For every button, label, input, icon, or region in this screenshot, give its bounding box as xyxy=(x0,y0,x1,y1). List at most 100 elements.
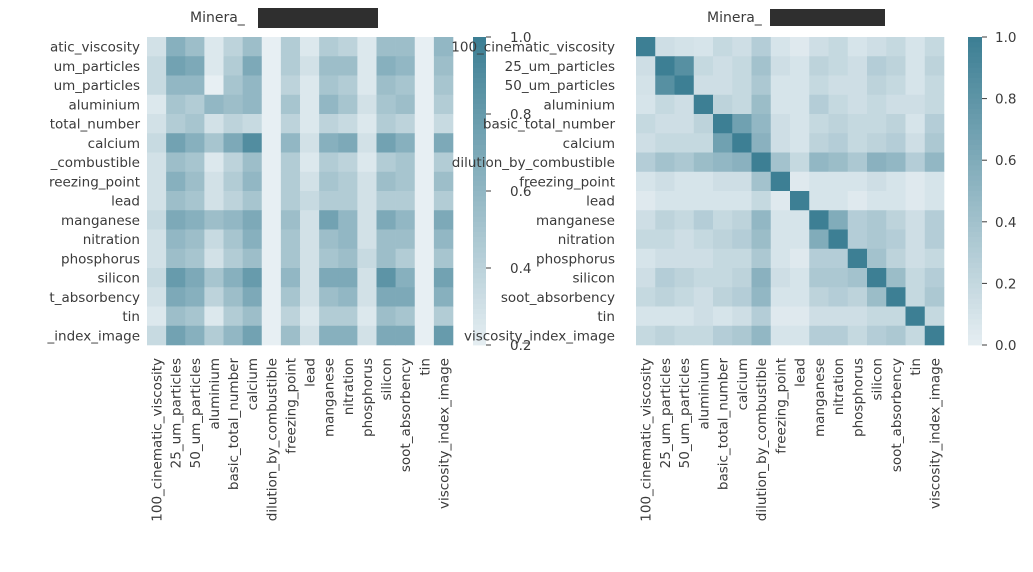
col-tick-label: tin xyxy=(908,358,924,376)
col-tick-label: basic_total_number xyxy=(226,358,242,491)
heatmap-cell xyxy=(166,210,186,230)
heatmap-cell xyxy=(147,325,167,346)
colorbar-segment xyxy=(968,278,982,284)
heatmap-cell xyxy=(300,56,320,76)
heatmap-cell xyxy=(147,306,167,327)
heatmap-cell xyxy=(713,94,733,115)
heatmap-cell xyxy=(147,229,167,250)
heatmap-cell xyxy=(357,325,377,346)
heatmap-cell xyxy=(693,191,714,211)
heatmap-cell xyxy=(636,210,656,230)
heatmap-cell xyxy=(905,325,926,346)
heatmap-cell xyxy=(847,229,868,250)
heatmap-cell xyxy=(636,75,656,96)
heatmap-cell xyxy=(280,94,301,115)
heatmap-cell xyxy=(674,133,695,153)
colorbar-segment xyxy=(473,72,486,79)
heatmap-cell xyxy=(376,248,396,269)
heatmap-cell xyxy=(809,114,829,134)
heatmap-cell xyxy=(357,306,377,327)
heatmap-cell xyxy=(242,191,263,211)
colorbar-tick-label: 0.6 xyxy=(995,153,1016,169)
heatmap-cell xyxy=(204,268,224,288)
heatmap-cell xyxy=(395,229,416,250)
heatmap-left-row-labels: atic_viscosity um_particles um_particlesal… xyxy=(47,40,141,345)
heatmap-cell xyxy=(185,114,205,134)
heatmap-cell xyxy=(924,152,945,173)
colorbar-segment xyxy=(473,201,486,207)
heatmap-cell xyxy=(636,306,656,327)
heatmap-cell xyxy=(242,306,263,327)
colorbar-segment xyxy=(473,273,486,279)
heatmap-cell xyxy=(395,248,416,269)
heatmap-cell xyxy=(223,152,243,173)
colorbar-segment xyxy=(968,298,982,305)
title-left-redaction-mark xyxy=(258,8,378,28)
colorbar-segment xyxy=(968,52,982,58)
heatmap-cell xyxy=(319,114,339,134)
heatmap-cell xyxy=(433,56,454,76)
heatmap-cell xyxy=(828,191,849,211)
heatmap-cell xyxy=(674,94,695,115)
heatmap-cell xyxy=(319,306,339,327)
colorbar-segment xyxy=(968,170,982,176)
heatmap-cell xyxy=(751,306,772,327)
heatmap-cell xyxy=(770,152,791,173)
heatmap-cell xyxy=(414,56,435,76)
colorbar-segment xyxy=(473,180,486,187)
heatmap-cell xyxy=(655,37,675,57)
heatmap-cell xyxy=(790,152,810,173)
heatmap-cell xyxy=(847,210,868,230)
heatmap-cell xyxy=(185,210,205,230)
row-tick-label: _combustible xyxy=(50,155,140,171)
col-tick-label: calcium xyxy=(735,358,751,410)
col-tick-label: dilution_by_combustible xyxy=(754,358,770,521)
colorbar-segment xyxy=(968,108,982,115)
heatmap-cell xyxy=(905,37,926,57)
heatmap-cell xyxy=(847,75,868,96)
heatmap-right-row-labels: 100_cinematic_viscosity 25_um_particles 50… xyxy=(451,40,615,345)
heatmap-cell xyxy=(847,191,868,211)
heatmap-cell xyxy=(886,133,906,153)
heatmap-cell xyxy=(223,287,243,307)
heatmap-right-col-labels: 100_cinematic_viscosity 25_um_particles 50… xyxy=(639,358,944,522)
colorbar-segment xyxy=(473,252,486,259)
heatmap-cell xyxy=(261,287,282,307)
colorbar-segment xyxy=(968,119,982,125)
heatmap-cell xyxy=(280,210,301,230)
heatmap-cell xyxy=(924,133,945,153)
heatmap-cell xyxy=(770,114,791,134)
col-tick-label: calcium xyxy=(245,358,261,410)
heatmap-cell xyxy=(338,75,358,96)
colorbar-segment xyxy=(473,216,486,223)
colorbar-segment xyxy=(968,114,982,120)
heatmap-cell xyxy=(261,152,282,173)
heatmap-cell xyxy=(376,152,396,173)
heatmap-cell xyxy=(242,268,263,288)
row-tick-label: aluminium xyxy=(69,97,141,113)
heatmap-cell xyxy=(185,306,205,327)
colorbar-segment xyxy=(473,303,486,310)
heatmap-cell xyxy=(693,325,714,346)
heatmap-cell xyxy=(809,210,829,230)
colorbar-tick-label: 0.6 xyxy=(510,184,531,200)
colorbar-segment xyxy=(473,283,486,289)
heatmap-cell xyxy=(790,114,810,134)
heatmap-cell xyxy=(886,325,906,346)
heatmap-cell xyxy=(713,133,733,153)
heatmap-cell xyxy=(414,287,435,307)
colorbar-segment xyxy=(473,196,486,202)
heatmap-cell xyxy=(693,210,714,230)
colorbar-segment xyxy=(473,93,486,99)
heatmap-cell xyxy=(751,210,772,230)
col-tick-label: 100_cinematic_viscosity xyxy=(150,358,166,522)
heatmap-cell xyxy=(867,229,887,250)
heatmap-cell xyxy=(713,268,733,288)
heatmap-cell xyxy=(905,56,926,76)
row-tick-label: calcium xyxy=(88,136,140,152)
heatmap-cell xyxy=(223,75,243,96)
heatmap-cell xyxy=(636,268,656,288)
heatmap-cell xyxy=(338,171,358,192)
heatmap-cell xyxy=(713,306,733,327)
